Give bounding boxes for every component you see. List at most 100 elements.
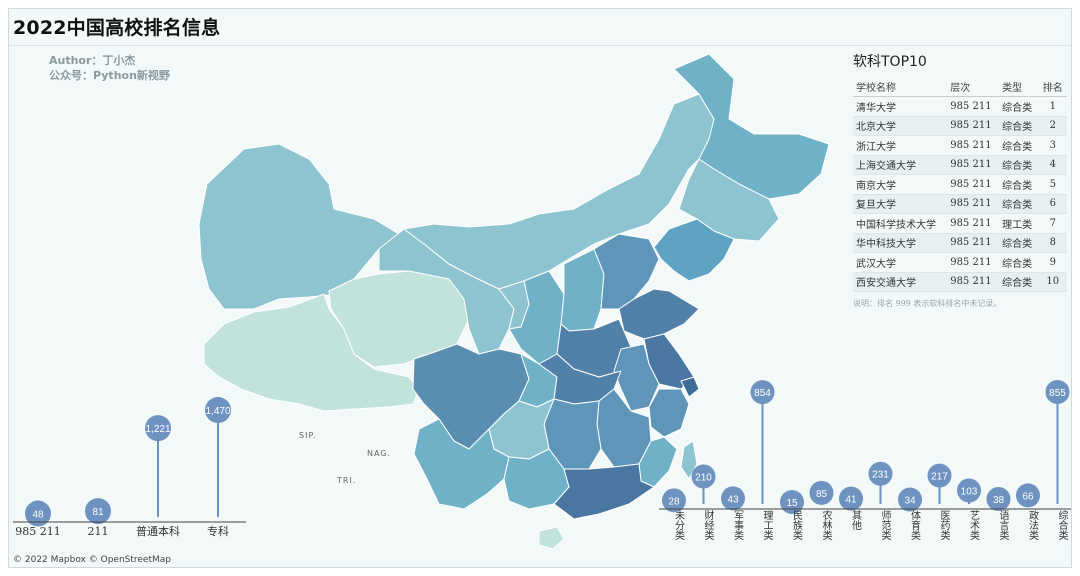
cell-school-name: 华中科技大学 [853,233,948,253]
map-region-guangdong[interactable] [553,463,655,520]
map-region-liaoning[interactable] [653,218,735,282]
cell-level: 985 211 [947,135,1000,156]
category-label: 农林类 [820,509,832,541]
cell-level: 985 211 [947,155,1000,175]
china-map[interactable] [9,9,1073,569]
table-row[interactable]: 中国科学技术大学 985 211 理工类 7 [853,213,1067,234]
map-credit[interactable]: © 2022 Mapbox © OpenStreetMap [13,555,171,565]
col-header-name: 学校名称 [853,77,948,97]
top10-panel: 软科TOP10 学校名称 层次 类型 排名 清华大学 985 211 综合类 1 北京大… [853,51,1067,309]
lollipop-point[interactable] [927,463,952,488]
cell-rank: 7 [1038,213,1067,234]
category-label: 985 211 [15,525,61,538]
map-region-zhejiang[interactable] [648,388,690,438]
dashboard-frame: 2022中国高校排名信息 Author：丁小杰 公众号：Python新视野 [8,8,1072,568]
table-row[interactable]: 南京大学 985 211 综合类 5 [853,174,1067,195]
lollipop-point[interactable] [25,500,51,527]
cell-type: 综合类 [999,155,1039,175]
lollipop-value-label: 66 [1022,491,1034,502]
table-row[interactable]: 上海交通大学 985 211 综合类 4 [853,155,1067,175]
category-label: 普通本科 [136,524,180,538]
author-line: Author：丁小杰 [49,54,136,67]
map-label-sip: SIP. [299,431,317,440]
top10-table: 学校名称 层次 类型 排名 清华大学 985 211 综合类 1 北京大学 985 211… [853,77,1067,292]
table-row[interactable]: 浙江大学 985 211 综合类 3 [853,135,1067,156]
table-row[interactable]: 清华大学 985 211 综合类 1 [853,96,1067,117]
level-lollipop-chart: 48 985 211 81 211 1,221 普通本科 1,470 专科 [13,397,246,538]
cell-rank: 5 [1038,174,1067,195]
lollipop-value-label: 231 [872,470,889,481]
lollipop-value-label: 85 [816,489,828,500]
map-label-tri: TRI. [337,476,357,485]
lollipop-point[interactable] [957,478,981,503]
cell-school-name: 浙江大学 [853,135,948,156]
cell-type: 综合类 [999,174,1039,195]
lollipop-point[interactable] [145,415,171,442]
lollipop-point[interactable] [1016,483,1040,508]
dashboard-title: 2022中国高校排名信息 [13,17,221,39]
cell-level: 985 211 [947,233,1000,253]
cell-school-name: 上海交通大学 [853,155,948,175]
cell-school-name: 西安交通大学 [853,272,948,292]
cell-rank: 4 [1038,155,1067,175]
cell-type: 综合类 [999,135,1039,156]
col-header-type: 类型 [999,77,1039,97]
lollipop-value-label: 38 [993,495,1005,506]
table-row[interactable]: 西安交通大学 985 211 综合类 10 [853,272,1067,292]
category-label: 语言类 [997,510,1009,541]
category-label: 综合类 [1056,509,1068,541]
category-label: 211 [88,525,109,538]
table-row[interactable]: 武汉大学 985 211 综合类 9 [853,252,1067,273]
lollipop-value-label: 217 [931,472,948,483]
cell-school-name: 南京大学 [853,174,948,195]
cell-rank: 1 [1038,96,1067,117]
table-row[interactable]: 北京大学 985 211 综合类 2 [853,116,1067,136]
category-label: 医药类 [938,510,950,541]
lollipop-value-label: 855 [1049,388,1066,399]
cell-type: 综合类 [999,272,1039,292]
cell-level: 985 211 [947,116,1000,136]
lollipop-point[interactable] [780,490,804,515]
cell-type: 综合类 [999,233,1039,253]
lollipop-point[interactable] [85,498,111,525]
map-region-shanghai[interactable] [680,376,700,398]
map-region-heilongjiang[interactable] [673,53,830,200]
lollipop-point[interactable] [809,480,834,505]
cell-level: 985 211 [947,194,1000,214]
lollipop-value-label: 1,221 [145,424,170,435]
lollipop-value-label: 103 [961,487,978,498]
cell-type: 综合类 [999,252,1039,273]
map-region-shandong[interactable] [618,288,700,340]
category-label: 民族类 [791,510,803,541]
lollipop-value-label: 48 [32,510,44,521]
map-region-jilin[interactable] [678,158,780,242]
cell-school-name: 清华大学 [853,96,948,117]
cell-rank: 8 [1038,233,1067,253]
lollipop-point[interactable] [662,488,686,513]
table-row[interactable]: 复旦大学 985 211 综合类 6 [853,194,1067,214]
map-region-hainan[interactable] [538,526,565,550]
lollipop-point[interactable] [691,464,716,489]
lollipop-point[interactable] [868,461,893,486]
cell-level: 985 211 [947,174,1000,195]
lollipop-point[interactable] [205,397,231,423]
cell-level: 985 211 [947,272,1000,292]
lollipop-point[interactable] [1045,380,1070,404]
lollipop-point[interactable] [898,487,922,512]
lollipop-point[interactable] [986,487,1011,512]
cell-rank: 3 [1038,135,1067,156]
map-region-hebei[interactable] [593,233,660,310]
category-label: 未分类 [673,510,685,541]
cell-type: 综合类 [999,116,1039,136]
category-label: 理工类 [761,510,773,541]
col-header-level: 层次 [947,77,1000,97]
lollipop-value-label: 15 [786,498,798,509]
category-label: 师范类 [879,509,891,541]
lollipop-value-label: 854 [754,388,771,399]
cell-rank: 2 [1038,116,1067,136]
lollipop-value-label: 81 [92,507,104,518]
lollipop-point[interactable] [750,380,775,405]
lollipop-point[interactable] [839,486,863,511]
lollipop-point[interactable] [721,486,745,511]
table-row[interactable]: 华中科技大学 985 211 综合类 8 [853,233,1067,253]
